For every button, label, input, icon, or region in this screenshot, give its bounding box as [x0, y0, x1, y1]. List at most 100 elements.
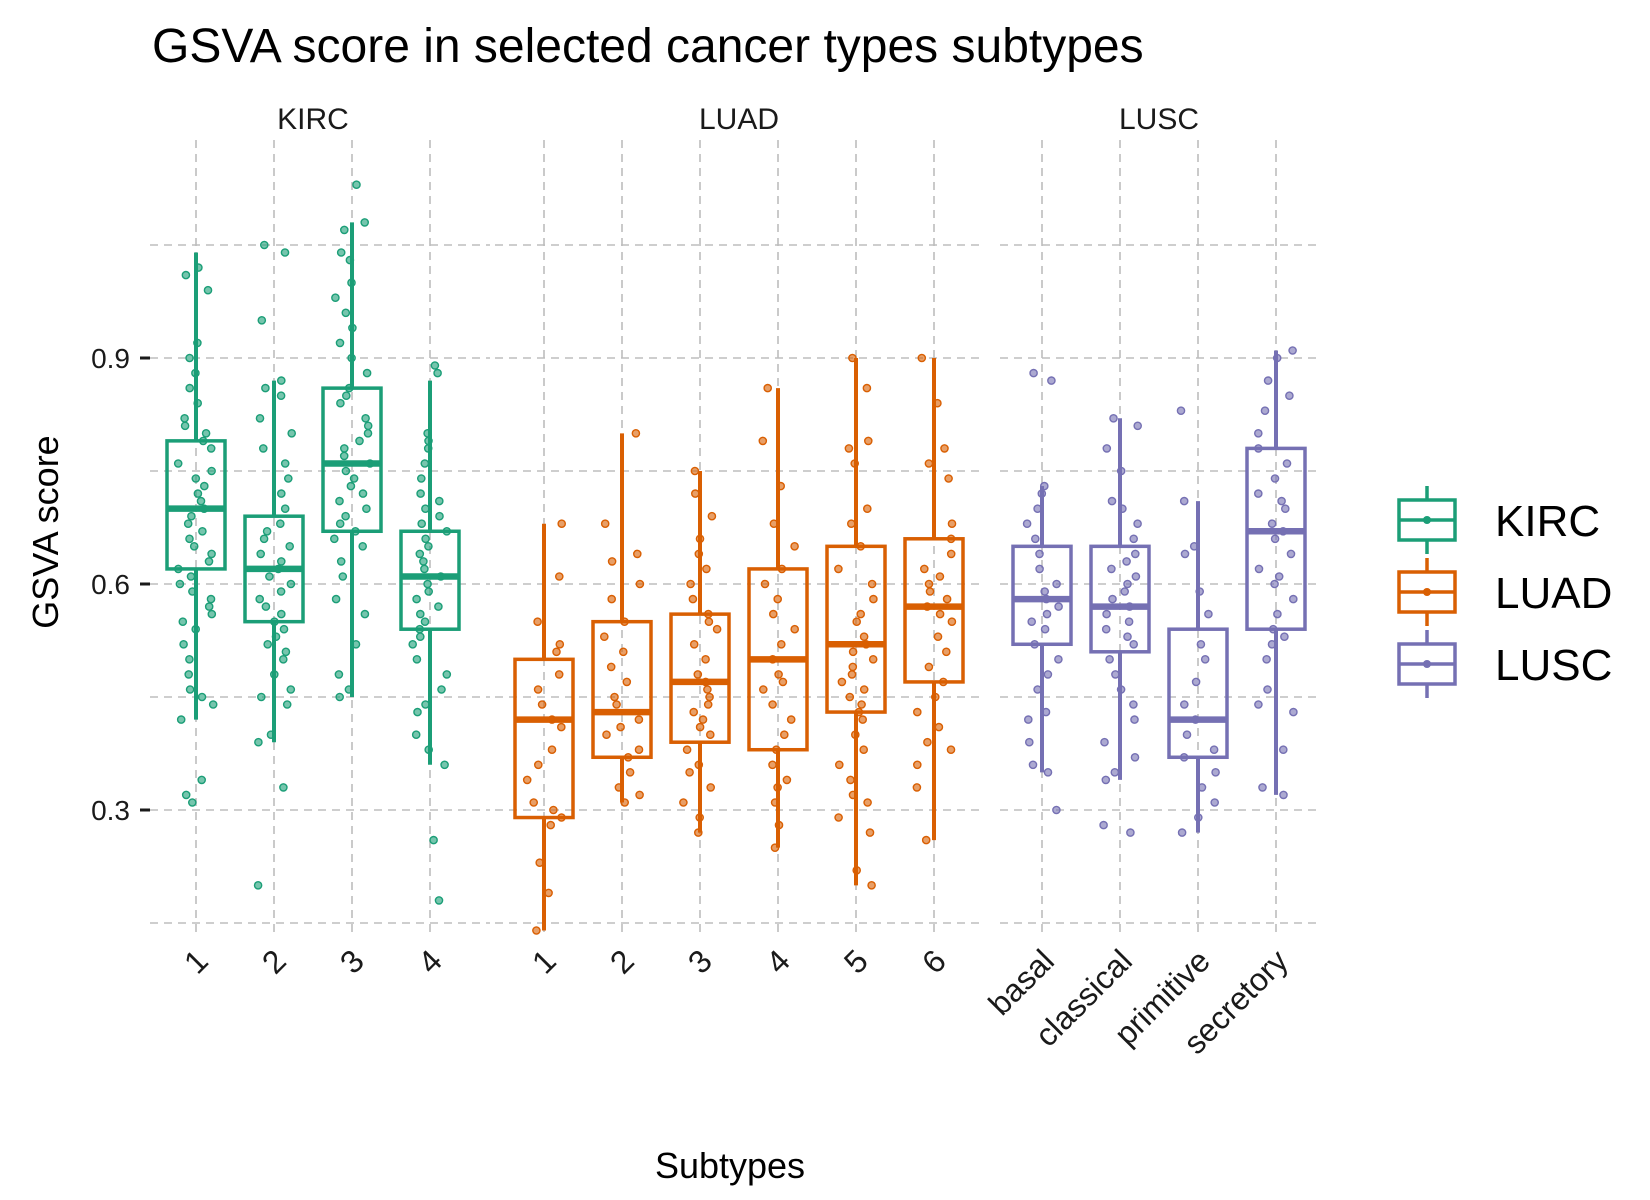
data-point: [331, 594, 341, 604]
data-point: [424, 436, 433, 446]
data-point: [1110, 768, 1120, 777]
data-point: [1126, 828, 1135, 837]
data-point: [413, 707, 422, 717]
data-point: [940, 444, 949, 453]
data-point: [185, 534, 194, 544]
data-point: [1131, 549, 1140, 559]
facet-label: LUAD: [699, 103, 779, 136]
data-point: [852, 866, 862, 875]
data-point: [1182, 730, 1192, 740]
data-point: [442, 527, 452, 536]
data-point: [1101, 624, 1111, 634]
data-point: [695, 534, 705, 544]
data-point: [437, 685, 446, 694]
data-point: [834, 813, 843, 822]
data-point: [1254, 444, 1263, 453]
data-point: [1035, 564, 1044, 574]
data-point: [430, 361, 440, 370]
data-point: [537, 700, 547, 709]
data-point: [185, 655, 194, 664]
data-point: [1177, 828, 1187, 837]
data-point: [773, 594, 783, 604]
data-point: [1033, 504, 1042, 514]
data-point: [1102, 444, 1112, 453]
data-point: [848, 647, 858, 657]
data-point: [942, 594, 952, 604]
box-group: [243, 240, 305, 890]
legend: KIRC LUAD LUSC: [1397, 486, 1612, 698]
data-point: [1035, 549, 1044, 559]
x-tick-label: 5: [837, 942, 875, 980]
data-point: [1279, 745, 1288, 755]
facet-label: KIRC: [277, 103, 349, 136]
data-point: [706, 783, 716, 792]
data-point: [1040, 587, 1049, 596]
legend-item: LUSC: [1397, 630, 1612, 698]
data-point: [607, 594, 617, 604]
data-point: [701, 677, 711, 687]
data-point: [415, 624, 425, 634]
data-point: [913, 760, 922, 770]
data-point: [933, 632, 943, 642]
data-point: [535, 858, 545, 868]
data-point: [1196, 640, 1206, 649]
box-group: [1011, 368, 1073, 815]
data-point: [770, 843, 780, 853]
data-point: [555, 640, 565, 649]
data-point: [197, 775, 206, 785]
data-point: [335, 338, 345, 348]
data-point: [856, 609, 866, 619]
data-point: [763, 383, 773, 393]
data-point: [411, 730, 421, 740]
data-point: [207, 549, 216, 559]
data-point: [946, 534, 956, 544]
data-point: [329, 534, 339, 544]
data-point: [175, 579, 185, 589]
data-point: [1027, 617, 1036, 627]
data-point: [358, 542, 368, 551]
data-point: [944, 474, 953, 483]
box: [1011, 544, 1073, 647]
data-point: [261, 383, 270, 393]
x-tick-label: 2: [255, 942, 293, 980]
data-point: [206, 594, 216, 604]
data-point: [782, 775, 792, 785]
data-point: [435, 511, 444, 521]
data-point: [946, 549, 956, 559]
data-point: [187, 511, 196, 521]
data-point: [280, 504, 290, 514]
data-point: [335, 692, 345, 702]
data-point: [845, 692, 855, 702]
data-point: [417, 519, 427, 529]
y-tick-label: 0.3: [91, 795, 130, 826]
data-point: [1191, 677, 1201, 687]
data-point: [1281, 504, 1290, 514]
data-point: [534, 760, 543, 770]
legend-key-point: [1423, 660, 1431, 668]
data-point: [1204, 609, 1213, 619]
data-point: [338, 572, 348, 581]
data-point: [851, 730, 860, 740]
data-point: [790, 624, 800, 634]
data-point: [1129, 700, 1138, 709]
legend-key-point: [1423, 516, 1431, 524]
data-point: [1047, 376, 1056, 385]
data-point: [1122, 557, 1131, 566]
data-point: [1200, 655, 1210, 664]
data-point: [778, 677, 788, 687]
data-point: [339, 444, 349, 453]
data-point: [1189, 542, 1199, 551]
data-point: [835, 760, 844, 770]
data-point: [1043, 768, 1053, 777]
data-point: [362, 368, 372, 378]
data-point: [434, 896, 444, 905]
data-point: [1108, 594, 1117, 604]
data-point: [1270, 474, 1280, 483]
data-point: [935, 609, 945, 619]
data-point: [1125, 602, 1134, 611]
data-point: [336, 557, 346, 566]
data-point: [1278, 527, 1288, 536]
data-point: [846, 775, 855, 785]
data-point: [346, 481, 356, 491]
data-point: [633, 549, 642, 559]
